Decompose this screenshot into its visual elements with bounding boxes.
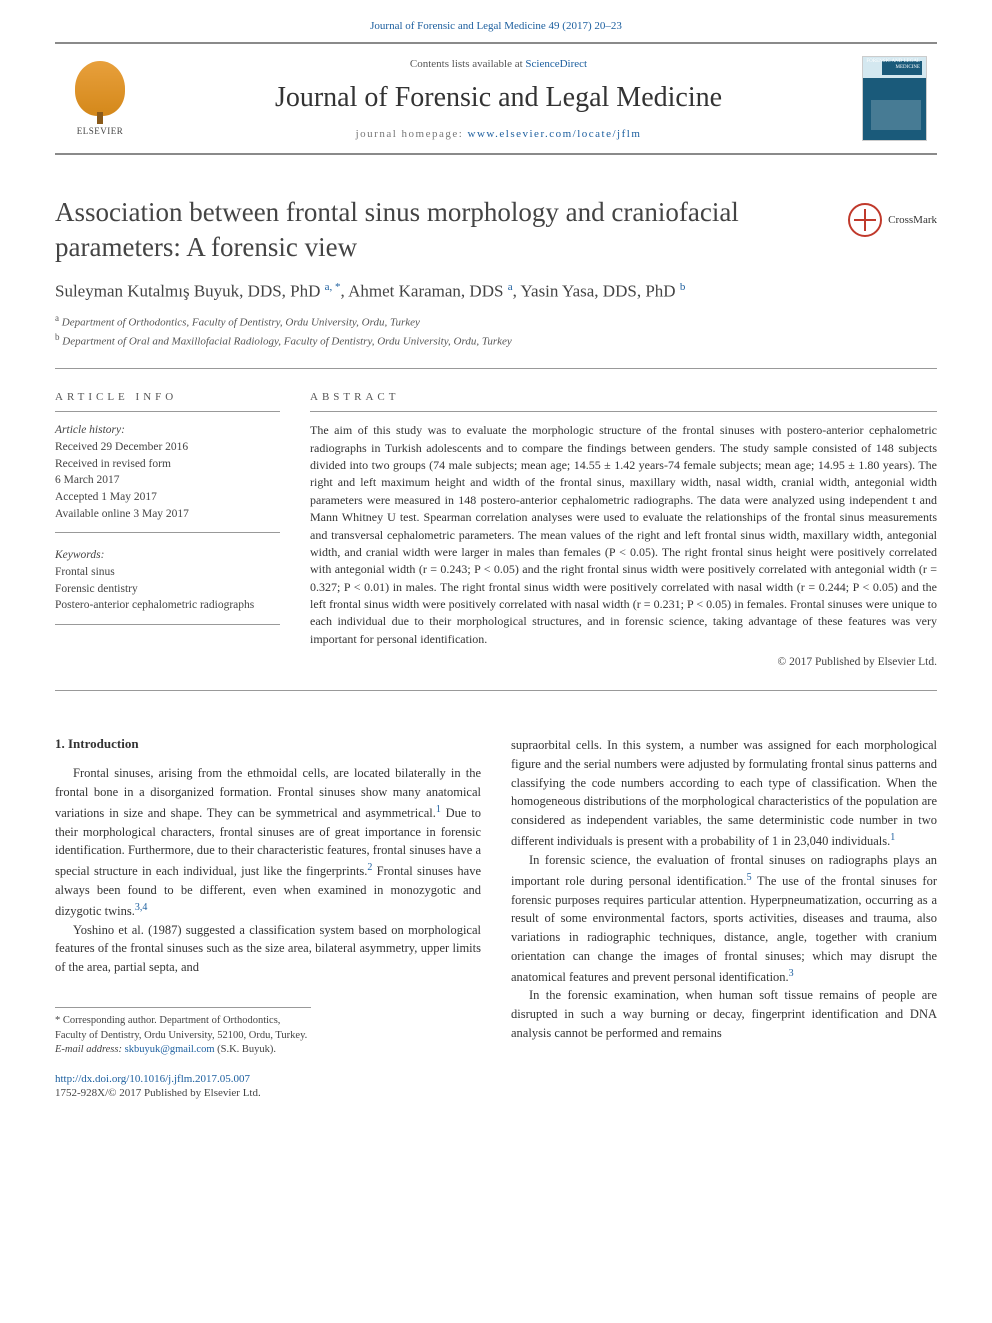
- elsevier-logo[interactable]: ELSEVIER: [65, 59, 135, 139]
- email-link[interactable]: skbuyuk@gmail.com: [125, 1044, 215, 1055]
- history-line: Available online 3 May 2017: [55, 506, 280, 523]
- crossmark-badge[interactable]: CrossMark: [848, 203, 937, 237]
- article-header: Association between frontal sinus morpho…: [55, 195, 937, 350]
- email-line: E-mail address: skbuyuk@gmail.com (S.K. …: [55, 1043, 311, 1058]
- history-line: Received 29 December 2016: [55, 439, 280, 456]
- email-suffix: (S.K. Buyuk).: [214, 1044, 276, 1055]
- section-heading-intro: 1. Introduction: [55, 736, 481, 752]
- article-info-heading: ARTICLE INFO: [55, 391, 280, 412]
- elsevier-text: ELSEVIER: [77, 126, 124, 136]
- divider-full: [55, 690, 937, 691]
- homepage-line: journal homepage: www.elsevier.com/locat…: [155, 128, 842, 140]
- contents-prefix: Contents lists available at: [410, 58, 525, 70]
- column-right: supraorbital cells. In this system, a nu…: [511, 736, 937, 1058]
- doi-link[interactable]: http://dx.doi.org/10.1016/j.jflm.2017.05…: [55, 1073, 250, 1085]
- affiliations: a Department of Orthodontics, Faculty of…: [55, 312, 937, 350]
- affiliation: a Department of Orthodontics, Faculty of…: [55, 312, 937, 331]
- keywords-label: Keywords:: [55, 547, 280, 564]
- divider: [55, 368, 937, 369]
- cover-label: FORENSIC AND LEGAL MEDICINE: [863, 59, 920, 70]
- bottom-identifiers: http://dx.doi.org/10.1016/j.jflm.2017.05…: [55, 1072, 937, 1099]
- body-paragraph: supraorbital cells. In this system, a nu…: [511, 736, 937, 851]
- body-columns: 1. Introduction Frontal sinuses, arising…: [55, 736, 937, 1058]
- history-line: Received in revised form: [55, 456, 280, 473]
- crossmark-icon: [848, 203, 882, 237]
- journal-name: Journal of Forensic and Legal Medicine: [155, 82, 842, 114]
- header-center: Contents lists available at ScienceDirec…: [135, 58, 862, 140]
- body-paragraph: Frontal sinuses, arising from the ethmoi…: [55, 764, 481, 920]
- keyword: Frontal sinus: [55, 564, 280, 581]
- footnotes: * Corresponding author. Department of Or…: [55, 1007, 311, 1058]
- elsevier-tree-icon: [75, 61, 125, 116]
- keywords-block: Keywords: Frontal sinusForensic dentistr…: [55, 547, 280, 625]
- homepage-prefix: journal homepage:: [356, 128, 468, 140]
- citation-link[interactable]: Journal of Forensic and Legal Medicine 4…: [370, 20, 622, 32]
- sciencedirect-link[interactable]: ScienceDirect: [525, 58, 587, 70]
- info-abstract-row: ARTICLE INFO Article history: Received 2…: [55, 391, 937, 668]
- abstract-text: The aim of this study was to evaluate th…: [310, 422, 937, 648]
- journal-cover-thumbnail[interactable]: FORENSIC AND LEGAL MEDICINE: [862, 56, 927, 141]
- body-paragraph: In forensic science, the evaluation of f…: [511, 851, 937, 987]
- body-paragraph: In the forensic examination, when human …: [511, 986, 937, 1042]
- email-label: E-mail address:: [55, 1044, 125, 1055]
- abstract-heading: ABSTRACT: [310, 391, 937, 412]
- top-citation: Journal of Forensic and Legal Medicine 4…: [0, 0, 992, 42]
- article-history: Article history: Received 29 December 20…: [55, 422, 280, 533]
- issn-line: 1752-928X/© 2017 Published by Elsevier L…: [55, 1087, 937, 1099]
- journal-header: ELSEVIER Contents lists available at Sci…: [55, 42, 937, 155]
- history-line: Accepted 1 May 2017: [55, 489, 280, 506]
- history-label: Article history:: [55, 422, 280, 439]
- history-line: 6 March 2017: [55, 472, 280, 489]
- abstract-column: ABSTRACT The aim of this study was to ev…: [310, 391, 937, 668]
- keyword: Forensic dentistry: [55, 581, 280, 598]
- corresponding-author-note: * Corresponding author. Department of Or…: [55, 1014, 311, 1043]
- body-paragraph: Yoshino et al. (1987) suggested a classi…: [55, 921, 481, 977]
- contents-line: Contents lists available at ScienceDirec…: [155, 58, 842, 70]
- article-info: ARTICLE INFO Article history: Received 2…: [55, 391, 280, 668]
- homepage-link[interactable]: www.elsevier.com/locate/jflm: [468, 128, 642, 140]
- column-left: 1. Introduction Frontal sinuses, arising…: [55, 736, 481, 1058]
- abstract-copyright: © 2017 Published by Elsevier Ltd.: [310, 656, 937, 668]
- keyword: Postero-anterior cephalometric radiograp…: [55, 597, 280, 614]
- crossmark-text: CrossMark: [888, 214, 937, 226]
- authors-line: Suleyman Kutalmış Buyuk, DDS, PhD a, *, …: [55, 281, 937, 302]
- affiliation: b Department of Oral and Maxillofacial R…: [55, 331, 937, 350]
- article-title: Association between frontal sinus morpho…: [55, 195, 828, 265]
